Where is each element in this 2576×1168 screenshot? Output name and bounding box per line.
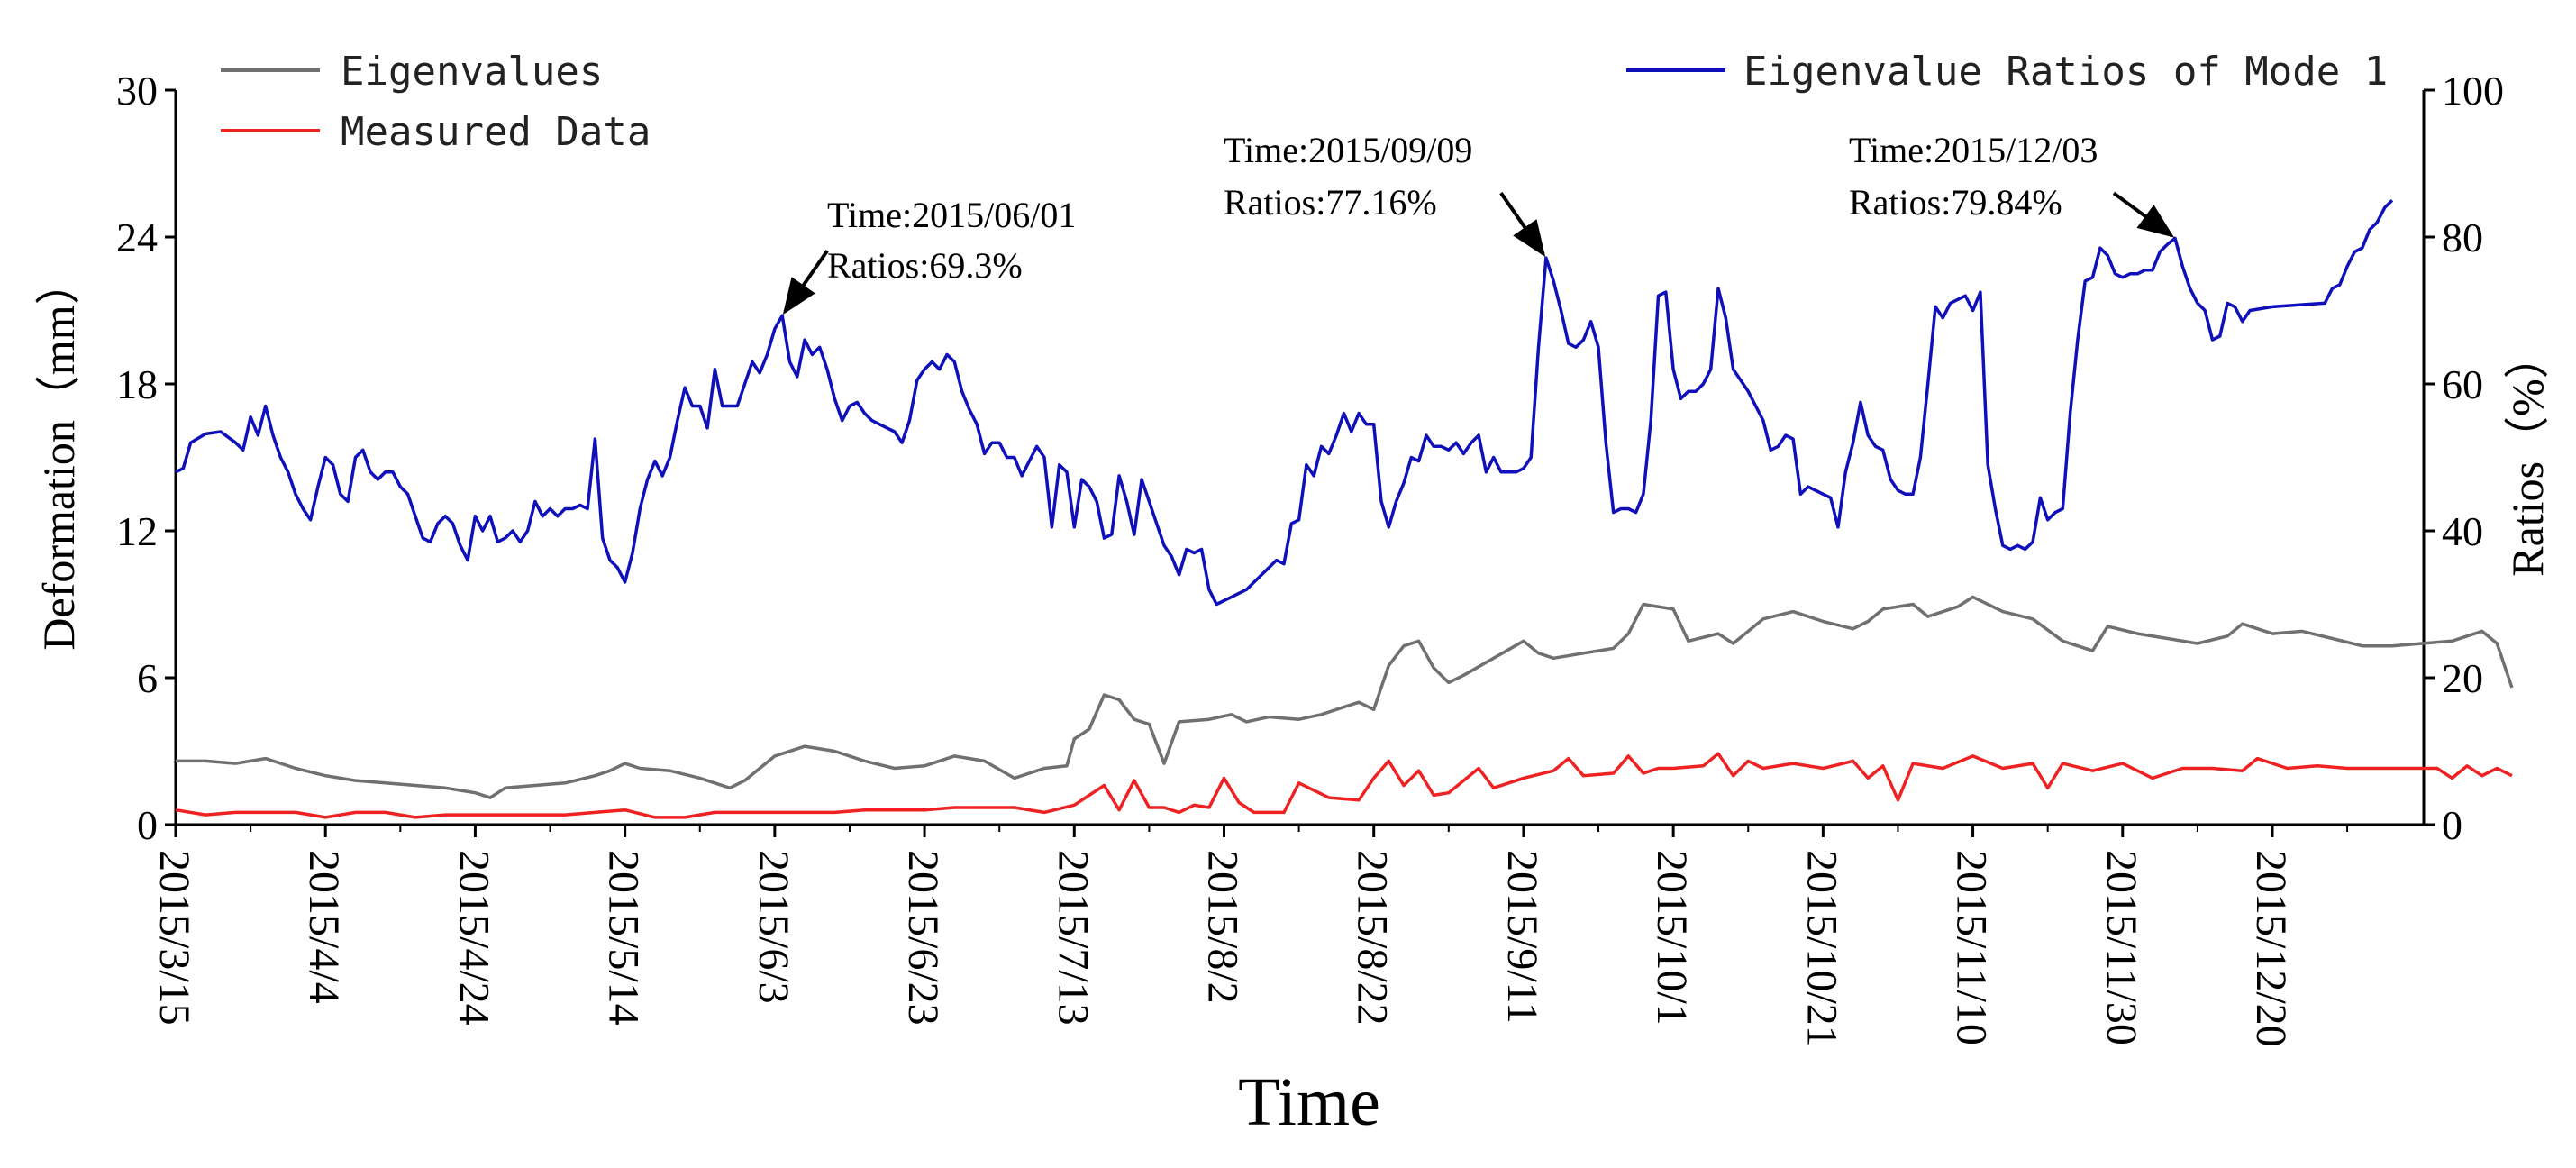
x-tick-label: 2015/11/30 xyxy=(2098,850,2145,1045)
legend-label-eigenvalue-ratios: Eigenvalue Ratios of Mode 1 xyxy=(1743,49,2388,95)
legend-label-eigenvalues: Eigenvalues xyxy=(341,49,603,95)
legend-label-measured-data: Measured Data xyxy=(341,109,651,155)
x-axis-title: Time xyxy=(1238,1064,1380,1140)
x-tick-label: 2015/7/13 xyxy=(1049,850,1097,1026)
annotation-1-arrow xyxy=(782,250,829,315)
x-tick-label: 2015/3/15 xyxy=(150,850,198,1026)
series-layer xyxy=(175,199,2514,819)
annotation-3-arrow xyxy=(2112,191,2175,238)
annotation-3-time: Time:2015/12/03 xyxy=(1849,130,2098,170)
x-tick-label: 2015/11/10 xyxy=(1948,850,1996,1045)
legend-left: Eigenvalues Measured Data xyxy=(221,49,651,155)
left-y-tick-label: 30 xyxy=(116,68,158,114)
x-tick-label: 2015/8/2 xyxy=(1199,850,1247,1004)
right-y-tick-label: 60 xyxy=(2442,361,2483,407)
series-line-eigenvalue-ratios xyxy=(175,199,2394,607)
annotation-3-ratio: Ratios:79.84% xyxy=(1849,182,2062,223)
series-line-eigenvalues xyxy=(176,595,2514,799)
x-tick-label: 2015/9/11 xyxy=(1498,850,1546,1024)
annotation-2: Time:2015/09/09 Ratios:77.16% xyxy=(1224,130,1546,258)
x-tick-label: 2015/10/21 xyxy=(1798,850,1845,1047)
right-y-tick-label: 20 xyxy=(2442,655,2483,701)
annotation-2-ratio: Ratios:77.16% xyxy=(1224,182,1437,223)
left-y-tick-label: 12 xyxy=(116,508,158,554)
right-y-tick-label: 80 xyxy=(2442,214,2483,260)
left-y-tick-label: 0 xyxy=(137,802,158,848)
x-tick-label: 2015/4/24 xyxy=(450,850,497,1026)
annotation-2-arrow xyxy=(1499,192,1546,258)
left-y-tick-label: 18 xyxy=(116,361,158,407)
x-tick-label: 2015/4/4 xyxy=(300,850,348,1004)
x-tick-label: 2015/6/23 xyxy=(899,850,947,1026)
series-line-measured-data xyxy=(175,752,2513,819)
annotation-1-time: Time:2015/06/01 xyxy=(827,195,1076,235)
annotation-2-time: Time:2015/09/09 xyxy=(1224,130,1472,170)
x-tick-label: 2015/6/3 xyxy=(750,850,797,1004)
left-y-axis-title: Deformation（mm） xyxy=(33,260,84,650)
right-y-axis-title: Ratios（%） xyxy=(2502,333,2553,576)
right-y-tick-label: 0 xyxy=(2442,802,2462,848)
x-tick-label: 2015/5/14 xyxy=(600,850,648,1026)
right-y-tick-label: 40 xyxy=(2442,508,2483,554)
right-y-axis-ticks: 0 20 40 60 80 100 xyxy=(2424,68,2504,848)
x-tick-label: 2015/12/20 xyxy=(2247,850,2295,1047)
annotation-1: Time:2015/06/01 Ratios:69.3% xyxy=(782,195,1076,315)
annotation-1-ratio: Ratios:69.3% xyxy=(827,245,1023,286)
left-y-tick-label: 24 xyxy=(116,214,158,260)
left-y-tick-label: 6 xyxy=(137,655,158,701)
x-tick-label: 2015/10/1 xyxy=(1648,850,1696,1026)
x-tick-label: 2015/8/22 xyxy=(1349,850,1397,1026)
right-y-tick-label: 100 xyxy=(2442,68,2504,114)
annotation-3: Time:2015/12/03 Ratios:79.84% xyxy=(1849,130,2175,238)
left-y-axis-ticks: 0 6 12 18 24 30 xyxy=(116,68,176,848)
legend-right: Eigenvalue Ratios of Mode 1 xyxy=(1626,49,2388,95)
x-axis-ticks: 2015/3/15 2015/4/4 2015/4/24 2015/5/14 2015/… xyxy=(150,825,2349,1047)
